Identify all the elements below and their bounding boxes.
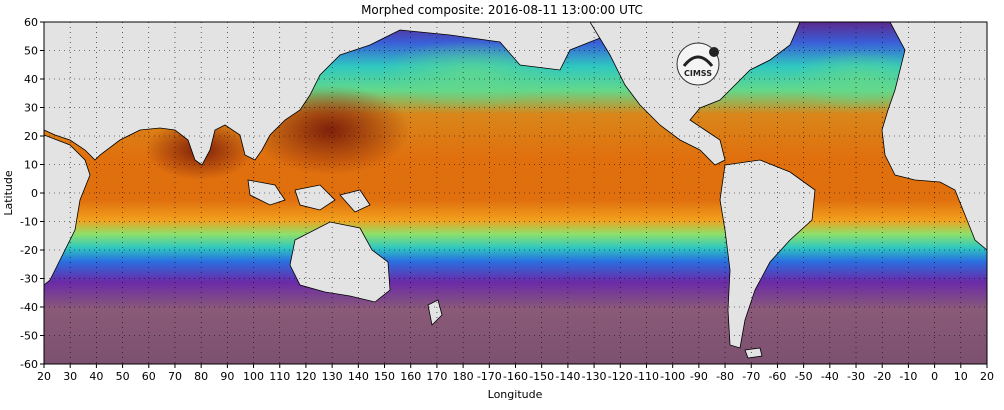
y-tick-label: 10: [24, 159, 38, 172]
y-tick-label: 0: [31, 187, 38, 200]
x-tick-label: 140: [348, 370, 369, 383]
x-tick-label: -50: [795, 370, 813, 383]
x-tick-label: -140: [555, 370, 580, 383]
y-tick-label: 20: [24, 130, 38, 143]
x-tick-label: -160: [503, 370, 528, 383]
y-tick-label: 40: [24, 73, 38, 86]
x-tick-label: 30: [63, 370, 77, 383]
x-tick-label: 80: [194, 370, 208, 383]
y-tick-label: 50: [24, 45, 38, 58]
north-america-landmass: [589, 22, 801, 166]
x-tick-label: 20: [37, 370, 51, 383]
x-tick-label: 160: [400, 370, 421, 383]
x-tick-label: -120: [608, 370, 633, 383]
x-tick-label: -40: [821, 370, 839, 383]
logo-text: CIMSS: [684, 69, 712, 78]
x-tick-label: 150: [374, 370, 395, 383]
africa-landmass: [44, 134, 91, 286]
x-tick-label: 20: [980, 370, 994, 383]
x-tick-label: 90: [220, 370, 234, 383]
australia-landmass: [289, 221, 391, 303]
y-tick-label: -30: [20, 273, 38, 286]
x-tick-label: -60: [768, 370, 786, 383]
x-tick-label: 110: [269, 370, 290, 383]
x-tick-label: 130: [322, 370, 343, 383]
y-axis-label: Latitude: [2, 170, 15, 216]
new-zealand-landmass: [427, 299, 443, 326]
x-tick-label: -150: [529, 370, 554, 383]
y-tick-label: -60: [20, 358, 38, 371]
x-tick-label: 60: [142, 370, 156, 383]
y-axis-ticks: 60 50 40 30 20 10 0 -10 -20 -30 -40 -50 -60: [20, 16, 44, 371]
x-tick-label: 70: [168, 370, 182, 383]
x-tick-label: -90: [690, 370, 708, 383]
x-axis-ticks: 20 30 40 50 60 70 80 90 100 110 120 130 140 150 160 170…: [37, 364, 994, 383]
x-tick-label: -10: [899, 370, 917, 383]
y-tick-label: 60: [24, 16, 38, 29]
southeast-asia-islands: [247, 179, 371, 213]
cimss-logo: CIMSS: [676, 42, 720, 86]
x-tick-label: 120: [295, 370, 316, 383]
asia-africa-europe-landmass: [44, 22, 651, 166]
y-tick-label: -20: [20, 244, 38, 257]
y-tick-label: 30: [24, 102, 38, 115]
lat-lon-grid: [44, 22, 987, 364]
x-axis-label: Longitude: [488, 388, 543, 401]
x-tick-label: -170: [477, 370, 502, 383]
x-tick-label: 100: [243, 370, 264, 383]
south-america-landmass: [719, 159, 816, 349]
x-tick-label: -30: [847, 370, 865, 383]
x-tick-label: 170: [426, 370, 447, 383]
x-tick-label: 0: [931, 370, 938, 383]
x-tick-label: -110: [634, 370, 659, 383]
x-tick-label: -20: [873, 370, 891, 383]
x-tick-label: 180: [453, 370, 474, 383]
y-tick-label: -10: [20, 216, 38, 229]
map-field: [44, 22, 987, 364]
x-tick-label: 10: [954, 370, 968, 383]
y-tick-label: -50: [20, 330, 38, 343]
land-masses: [44, 22, 987, 359]
y-tick-label: -40: [20, 301, 38, 314]
x-tick-label: -80: [716, 370, 734, 383]
x-tick-label: 40: [89, 370, 103, 383]
map-title: Morphed composite: 2016-08-11 13:00:00 U…: [361, 3, 643, 17]
x-tick-label: -70: [742, 370, 760, 383]
x-tick-label: -130: [582, 370, 607, 383]
antarctic-peninsula-tip: [744, 347, 763, 359]
x-tick-label: 50: [116, 370, 130, 383]
x-tick-label: -100: [660, 370, 685, 383]
